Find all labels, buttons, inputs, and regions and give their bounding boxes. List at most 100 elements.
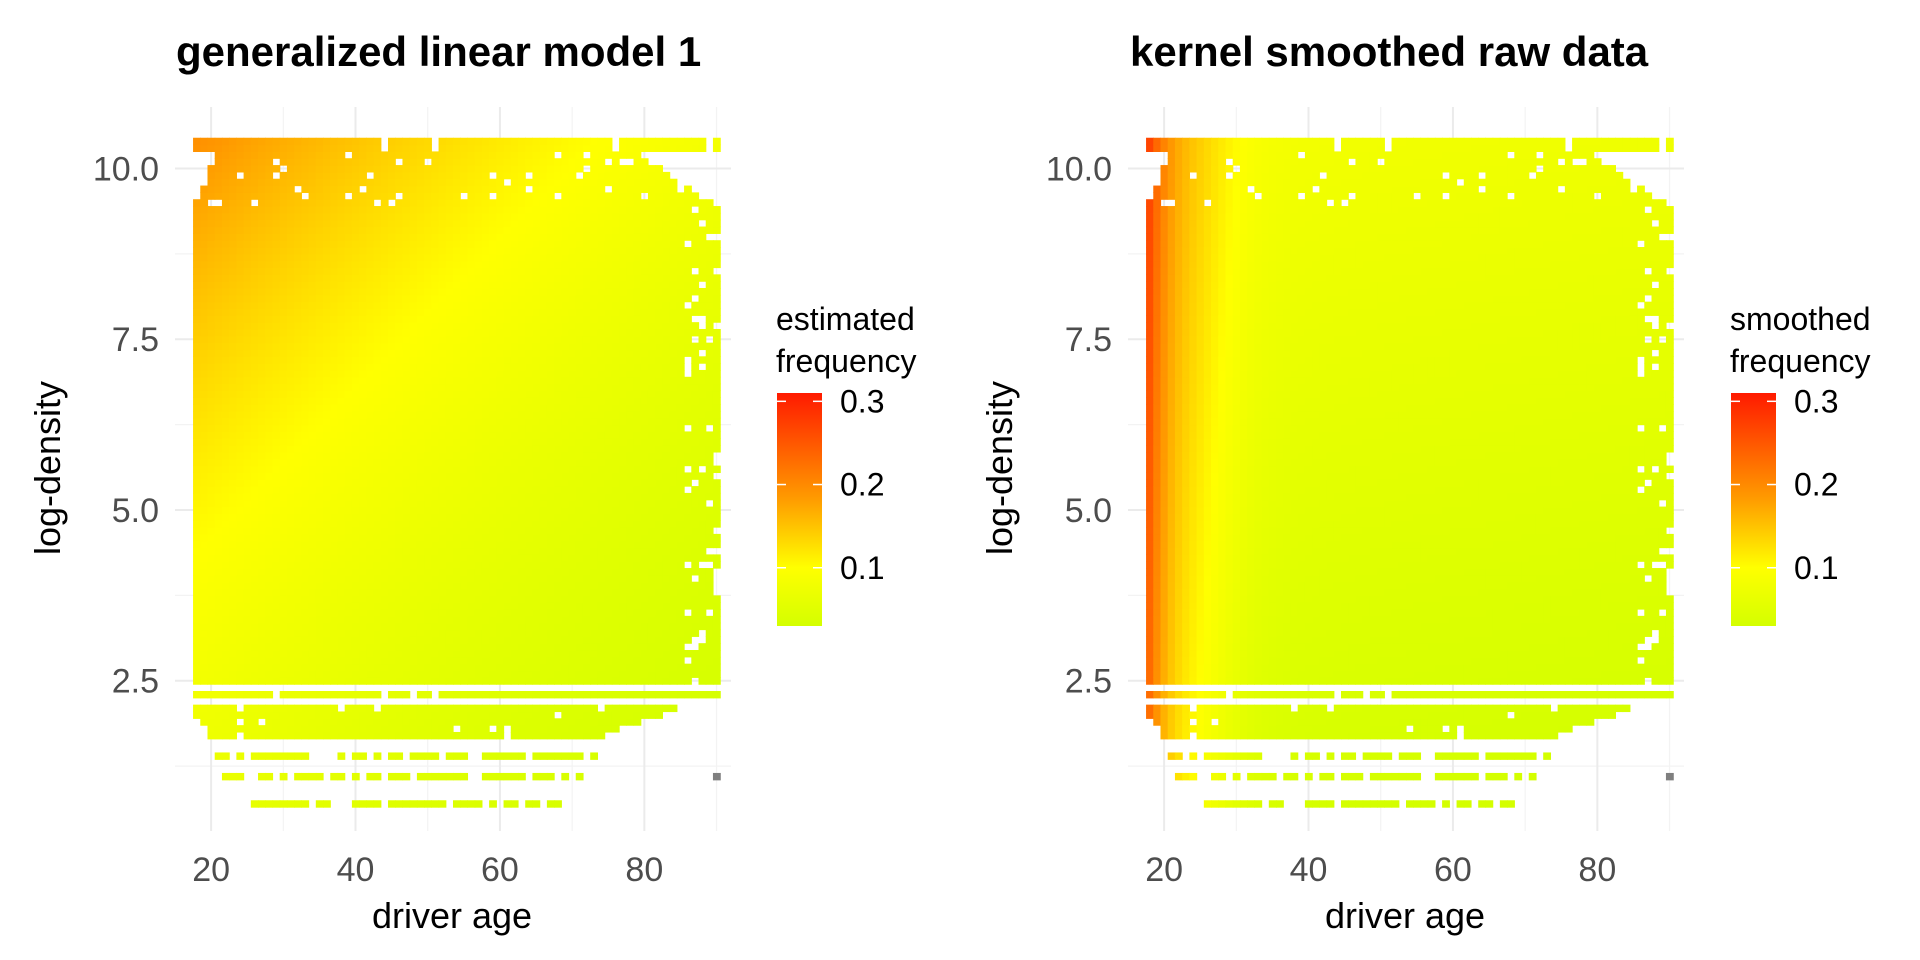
heatmap-tile [250, 165, 259, 173]
heatmap-tile [337, 445, 346, 453]
heatmap-tile [286, 554, 295, 562]
heatmap-tile [380, 390, 389, 398]
heatmap-tile [438, 281, 447, 289]
heatmap-tile [323, 322, 331, 330]
heatmap-tile [359, 417, 367, 426]
heatmap-tile [272, 322, 281, 330]
heatmap-tile [467, 288, 476, 296]
heatmap-tile [272, 335, 281, 344]
heatmap-tile [193, 404, 201, 412]
heatmap-tile [453, 424, 461, 433]
heatmap-tile [503, 144, 512, 152]
heatmap-tile [395, 226, 404, 234]
heatmap-tile [575, 609, 584, 617]
heatmap-tile [590, 369, 599, 378]
heatmap-tile [294, 492, 302, 501]
heatmap-tile [308, 622, 317, 631]
heatmap-tile [416, 615, 425, 624]
heatmap-tile [546, 376, 555, 385]
heatmap-tile [294, 670, 302, 678]
heatmap-tile [474, 288, 483, 296]
heatmap-tile [561, 431, 570, 439]
heatmap-tile [395, 622, 404, 631]
heatmap-tile [496, 342, 505, 351]
heatmap-tile [294, 438, 302, 446]
heatmap-tile [445, 451, 454, 460]
heatmap-tile [366, 185, 375, 193]
heatmap-tile [294, 520, 302, 528]
heatmap-tile [236, 574, 245, 583]
heatmap-tile [532, 527, 541, 535]
heatmap-tile [323, 527, 331, 535]
heatmap-tile [366, 137, 375, 146]
heatmap-tile [409, 472, 418, 480]
heatmap-tile [539, 451, 548, 460]
heatmap-tile [597, 171, 606, 180]
heatmap-tile [388, 527, 396, 535]
heatmap-tile [460, 417, 469, 426]
heatmap-tile [416, 424, 425, 433]
heatmap-tile [286, 260, 295, 269]
heatmap-tile [467, 383, 476, 392]
heatmap-tile [424, 322, 432, 330]
heatmap-tile [539, 247, 548, 255]
heatmap-tile [402, 650, 411, 658]
heatmap-tile [250, 171, 259, 180]
heatmap-tile [467, 240, 476, 248]
heatmap-tile [200, 376, 209, 385]
heatmap-tile [373, 445, 382, 453]
heatmap-tile [258, 677, 266, 685]
heatmap-tile [351, 335, 360, 344]
heatmap-tile [315, 472, 324, 480]
heatmap-tile [250, 622, 259, 631]
heatmap-tile [193, 137, 201, 146]
heatmap-tile [546, 404, 555, 412]
heatmap-tile [431, 629, 440, 637]
heatmap-tile [388, 342, 396, 351]
heatmap-tile [193, 643, 201, 651]
heatmap-tile [546, 137, 555, 146]
heatmap-tile [453, 506, 461, 514]
heatmap-tile [265, 342, 274, 351]
heatmap-tile [402, 247, 411, 255]
heatmap-tile [424, 643, 432, 651]
heatmap-tile [525, 574, 534, 583]
heatmap-tile [582, 465, 591, 474]
heatmap-tile [344, 650, 353, 658]
heatmap-tile [590, 315, 599, 323]
heatmap-tile [193, 513, 201, 521]
heatmap-tile [467, 158, 476, 166]
heatmap-tile [294, 383, 302, 392]
heatmap-tile [539, 492, 548, 501]
heatmap-tile [294, 506, 302, 514]
heatmap-tile [286, 342, 295, 351]
heatmap-tile [568, 308, 577, 316]
heatmap-tile [214, 356, 223, 364]
heatmap-tile [453, 704, 461, 713]
heatmap-tile [532, 622, 541, 631]
heatmap-tile [286, 369, 295, 378]
heatmap-tile [532, 144, 541, 152]
heatmap-tile [496, 158, 505, 166]
heatmap-tile [214, 711, 223, 719]
heatmap-tile [431, 260, 440, 269]
heatmap-tile [416, 451, 425, 460]
heatmap-tile [193, 670, 201, 678]
heatmap-tile [380, 192, 389, 200]
heatmap-tile [265, 322, 274, 330]
heatmap-tile [221, 233, 230, 241]
heatmap-tile [561, 711, 570, 719]
heatmap-tile [388, 506, 396, 514]
heatmap-tile [568, 294, 577, 303]
heatmap-tile [373, 731, 382, 740]
heatmap-tile [489, 267, 497, 275]
heatmap-tile [546, 158, 555, 166]
heatmap-tile [474, 520, 483, 528]
heatmap-tile [250, 342, 259, 351]
heatmap-tile [351, 656, 360, 665]
heatmap-tile [286, 458, 295, 467]
heatmap-tile [229, 144, 237, 152]
heatmap-tile [474, 356, 483, 364]
heatmap-tile [532, 281, 541, 289]
heatmap-tile [481, 513, 490, 521]
